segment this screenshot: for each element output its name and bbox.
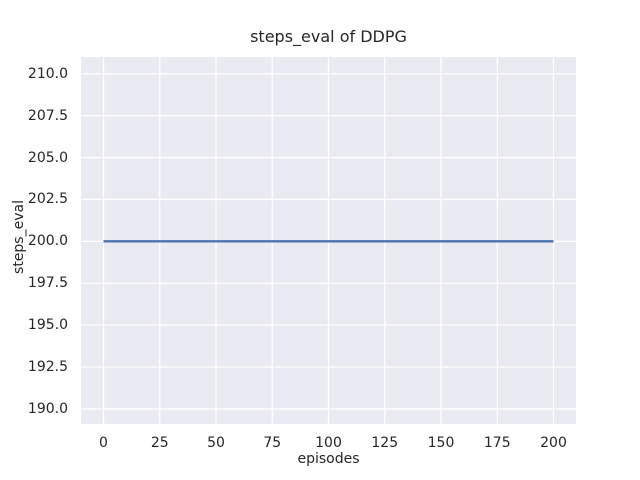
y-tick-label: 207.5	[27, 107, 68, 124]
plot-area	[81, 57, 576, 424]
y-tick-label: 197.5	[27, 275, 68, 292]
x-tick-label: 125	[371, 435, 399, 451]
y-tick-label: 202.5	[27, 191, 68, 208]
y-tick-label: 210.0	[27, 65, 68, 82]
y-tick-label: 195.0	[27, 317, 68, 334]
x-axis-label: episodes	[297, 451, 360, 467]
y-tick-label: 192.5	[27, 359, 68, 376]
x-tick-label: 150	[427, 435, 455, 451]
y-tick-label: 205.0	[27, 149, 68, 166]
x-tick-label: 175	[483, 435, 511, 451]
x-tick-label: 25	[150, 435, 169, 451]
chart-title: steps_eval of DDPG	[250, 27, 407, 46]
x-tick-label: 75	[263, 435, 282, 451]
x-tick-label: 50	[207, 435, 225, 451]
x-tick-label: 0	[99, 435, 108, 451]
x-tick-label: 100	[315, 435, 342, 451]
y-tick-label: 200.0	[27, 233, 68, 250]
y-tick-label: 190.0	[27, 400, 68, 417]
plot-canvas	[81, 57, 576, 424]
x-tick-label: 200	[540, 435, 567, 451]
